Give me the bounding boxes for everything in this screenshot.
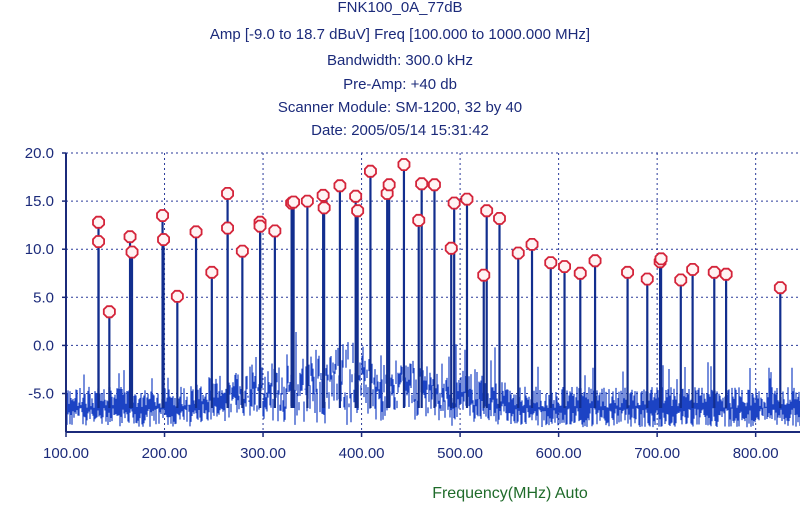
peak-marker bbox=[92, 215, 105, 229]
peak-marker bbox=[349, 189, 363, 203]
peak-marker bbox=[460, 192, 474, 206]
peak-marker bbox=[268, 224, 282, 238]
x-tick-label: 800.00 bbox=[733, 445, 779, 462]
peak-marker bbox=[351, 204, 365, 218]
peak-marker bbox=[156, 209, 170, 223]
peak-marker bbox=[157, 233, 171, 247]
peak-marker bbox=[382, 178, 396, 192]
peak-marker bbox=[125, 245, 139, 259]
x-tick-label: 500.00 bbox=[437, 445, 483, 462]
y-tick-label: 0.0 bbox=[33, 337, 54, 354]
y-tick-label: 5.0 bbox=[33, 289, 54, 306]
peak-marker bbox=[92, 235, 105, 249]
peak-marker bbox=[511, 246, 525, 260]
peak-marker bbox=[300, 194, 314, 208]
peak-marker bbox=[415, 177, 429, 191]
y-tick-label: 20.0 bbox=[25, 145, 54, 162]
x-tick-label: 200.00 bbox=[142, 445, 188, 462]
grid bbox=[65, 152, 800, 432]
peak-marker bbox=[170, 289, 184, 303]
peak-marker bbox=[525, 237, 539, 251]
peak-marker bbox=[221, 186, 235, 200]
x-tick-label: 400.00 bbox=[339, 445, 385, 462]
preamp-info: Pre-Amp: +40 db bbox=[343, 76, 457, 93]
peak-marker bbox=[316, 188, 330, 202]
peak-marker bbox=[189, 225, 203, 239]
peak-marker bbox=[719, 267, 733, 281]
peak-marker bbox=[221, 221, 235, 235]
peak-marker bbox=[674, 273, 688, 287]
peak-marker bbox=[588, 254, 602, 268]
peak-marker bbox=[686, 262, 700, 276]
x-tick-label: 100.00 bbox=[43, 445, 89, 462]
x-tick-label: 700.00 bbox=[634, 445, 680, 462]
spectrum-trace bbox=[65, 164, 800, 428]
peak-marker bbox=[654, 252, 668, 266]
axes: 20.0 15.0 10.0 5.0 0.0 -5.0 100.00 200.00 300.00… bbox=[25, 145, 800, 462]
peak-marker bbox=[317, 201, 331, 215]
peak-marker bbox=[621, 265, 634, 279]
y-tick-label: -5.0 bbox=[28, 386, 54, 403]
noise-floor-trace bbox=[65, 332, 800, 428]
peak-marker bbox=[333, 179, 347, 193]
peak-marker bbox=[477, 268, 491, 282]
peak-marker bbox=[773, 281, 787, 295]
peak-marker bbox=[544, 256, 558, 270]
chart-title: FNK100_0A_77dB bbox=[337, 0, 463, 16]
peak-marker bbox=[427, 178, 441, 192]
peak-marker bbox=[235, 244, 249, 258]
peak-marker bbox=[640, 272, 654, 286]
peak-marker bbox=[447, 196, 461, 210]
peak-marker bbox=[123, 230, 137, 244]
scan-date: Date: 2005/05/14 15:31:42 bbox=[311, 122, 489, 139]
peak-marker bbox=[558, 260, 571, 274]
bandwidth-info: Bandwidth: 300.0 kHz bbox=[327, 52, 473, 69]
peak-marker bbox=[287, 195, 301, 209]
peak-marker bbox=[707, 265, 721, 279]
peak-marker bbox=[444, 241, 458, 255]
peak-marker bbox=[102, 305, 116, 319]
peak-marker bbox=[480, 204, 494, 218]
x-tick-label: 300.00 bbox=[240, 445, 286, 462]
y-tick-label: 10.0 bbox=[25, 241, 54, 258]
peak-marker bbox=[253, 219, 267, 233]
scanner-info: Scanner Module: SM-1200, 32 by 40 bbox=[277, 99, 523, 116]
peak-marker bbox=[205, 265, 219, 279]
peak-marker bbox=[397, 158, 411, 172]
x-tick-label: 600.00 bbox=[536, 445, 582, 462]
peak-marker bbox=[363, 164, 377, 178]
y-tick-label: 15.0 bbox=[25, 193, 54, 210]
peak-marker bbox=[573, 266, 587, 280]
peak-marker bbox=[493, 211, 506, 225]
peak-markers bbox=[92, 158, 787, 319]
peak-marker bbox=[412, 213, 426, 227]
amp-freq-range: Amp [-9.0 to 18.7 dBuV] Freq [100.000 to… bbox=[209, 26, 591, 43]
x-axis-label: Frequency(MHz) Auto bbox=[432, 485, 588, 502]
